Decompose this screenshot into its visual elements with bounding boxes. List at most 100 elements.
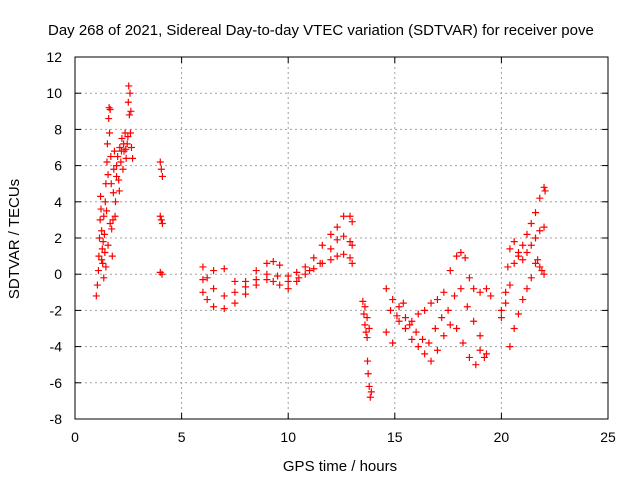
data-point	[453, 252, 461, 260]
series-isolated-4h	[156, 158, 166, 278]
data-point	[220, 305, 228, 313]
series-arc-6-13h-upper	[199, 212, 356, 285]
data-point	[395, 303, 403, 311]
data-point	[242, 283, 250, 291]
data-point	[421, 350, 429, 358]
data-point	[506, 281, 514, 289]
data-point	[306, 267, 314, 275]
data-point	[220, 265, 228, 273]
data-point	[427, 357, 435, 365]
data-point	[112, 198, 120, 206]
data-point	[104, 171, 112, 179]
data-point	[476, 332, 484, 340]
data-point	[105, 104, 113, 112]
y-axis-label: SDTVAR / TECUs	[6, 179, 23, 299]
data-point	[504, 263, 512, 271]
data-point	[98, 245, 106, 253]
data-point	[421, 306, 429, 314]
data-point	[124, 98, 132, 106]
data-point	[532, 259, 540, 267]
data-point	[470, 317, 478, 325]
data-point	[363, 334, 371, 342]
data-point	[158, 172, 166, 180]
data-point	[364, 370, 372, 378]
data-point	[156, 158, 164, 166]
series-rise-20-22h-a	[497, 183, 549, 322]
data-point	[327, 245, 335, 253]
data-point	[433, 296, 441, 304]
data-point	[506, 343, 514, 351]
data-point	[231, 299, 239, 307]
data-point	[333, 236, 341, 244]
data-point	[94, 267, 102, 275]
data-point	[310, 265, 318, 273]
data-point	[126, 129, 134, 137]
data-point	[117, 147, 125, 155]
data-point	[457, 248, 465, 256]
data-point	[363, 314, 371, 322]
data-point	[129, 154, 137, 162]
data-point	[453, 325, 461, 332]
x-tick-label: 20	[494, 429, 510, 445]
data-point	[497, 314, 505, 322]
data-point	[126, 89, 134, 97]
data-point	[284, 277, 292, 285]
series-rise-cluster	[92, 82, 137, 300]
data-point	[510, 238, 518, 246]
data-point	[110, 147, 118, 155]
data-point	[480, 353, 488, 361]
data-point	[116, 144, 124, 151]
data-point	[220, 292, 228, 300]
data-point	[408, 335, 416, 343]
series-arc-6-13h-mid	[199, 232, 356, 300]
data-point	[156, 268, 164, 276]
x-tick-label: 25	[600, 429, 616, 445]
series-arc-6-13h-lower	[199, 250, 356, 313]
data-point	[527, 274, 535, 282]
data-point	[340, 250, 348, 258]
series-rise-20-22h-c	[506, 256, 548, 351]
x-tick-label: 15	[387, 429, 403, 445]
data-point	[348, 241, 356, 249]
data-point	[105, 115, 113, 123]
data-point	[301, 270, 309, 278]
data-point	[252, 276, 260, 284]
data-point	[327, 256, 335, 264]
y-tick-label: 10	[46, 85, 62, 101]
data-point	[482, 350, 490, 358]
y-tick-label: 2	[54, 230, 62, 246]
data-point	[365, 325, 373, 332]
data-point	[93, 281, 101, 289]
data-point	[333, 252, 341, 260]
data-point	[293, 277, 301, 285]
data-point	[536, 263, 544, 271]
data-point	[115, 187, 123, 195]
data-point	[393, 312, 401, 320]
data-point	[98, 227, 106, 235]
x-tick-label: 0	[71, 429, 79, 445]
data-point	[523, 230, 531, 238]
data-point	[367, 388, 375, 396]
data-point	[506, 245, 514, 253]
data-point	[269, 277, 277, 285]
data-point	[389, 339, 397, 347]
plot-frame	[74, 56, 609, 420]
data-point	[115, 176, 123, 184]
data-point	[463, 303, 471, 311]
data-point	[502, 299, 510, 307]
data-point	[362, 328, 370, 336]
data-point	[210, 303, 218, 311]
data-point	[412, 328, 420, 336]
data-point	[387, 306, 395, 314]
data-point	[109, 216, 117, 224]
data-point	[203, 296, 211, 304]
series-dip-13.5-14h	[359, 297, 375, 401]
data-point	[414, 343, 422, 351]
data-point	[395, 317, 403, 325]
data-point	[274, 272, 282, 280]
y-tick-label: 12	[46, 49, 62, 65]
data-point	[157, 216, 165, 224]
series-wave-14.5-19.5h-a	[382, 248, 495, 325]
data-point	[102, 263, 110, 271]
data-point	[301, 263, 309, 271]
